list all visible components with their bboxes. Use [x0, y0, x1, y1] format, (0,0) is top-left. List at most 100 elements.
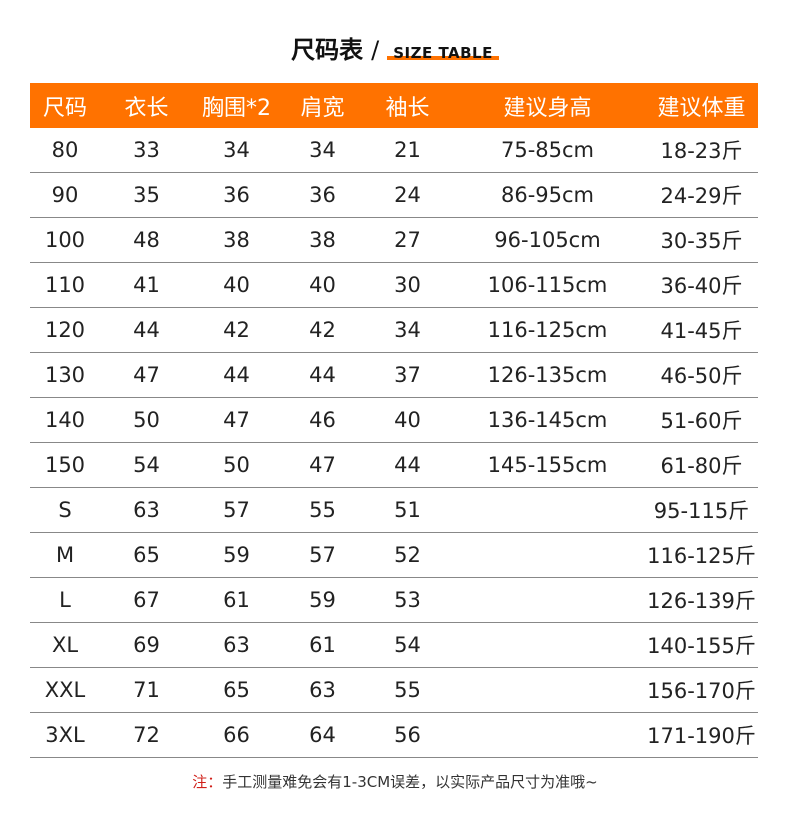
- table-cell: 145-155cm: [450, 442, 645, 488]
- table-row: 90 35 36 36 24 86-95cm 24-29斤: [30, 172, 758, 218]
- table-cell: 3XL: [30, 712, 100, 758]
- table-row: 80 33 34 34 21 75-85cm 18-23斤: [30, 128, 758, 173]
- table-cell: 42: [193, 307, 280, 353]
- table-row: 150 54 50 47 44 145-155cm 61-80斤: [30, 442, 758, 488]
- table-cell: 130: [30, 352, 100, 398]
- table-cell: 52: [365, 532, 450, 578]
- table-cell: 126-139斤: [645, 577, 758, 623]
- table-row: L 67 61 59 53 126-139斤: [30, 577, 758, 623]
- table-cell: [450, 487, 645, 533]
- table-row: 110 41 40 40 30 106-115cm 36-40斤: [30, 262, 758, 308]
- table-cell: 18-23斤: [645, 128, 758, 173]
- table-cell: [450, 712, 645, 758]
- table-cell: 46-50斤: [645, 352, 758, 398]
- table-cell: [450, 667, 645, 713]
- table-row: 130 47 44 44 37 126-135cm 46-50斤: [30, 352, 758, 398]
- table-cell: 36-40斤: [645, 262, 758, 308]
- table-cell: 34: [365, 307, 450, 353]
- table-cell: 51-60斤: [645, 397, 758, 443]
- column-header: 肩宽: [280, 83, 365, 128]
- table-cell: 80: [30, 128, 100, 173]
- table-cell: 116-125斤: [645, 532, 758, 578]
- table-cell: XXL: [30, 667, 100, 713]
- table-cell: [450, 532, 645, 578]
- table-cell: 42: [280, 307, 365, 353]
- table-cell: L: [30, 577, 100, 623]
- table-cell: 51: [365, 487, 450, 533]
- table-cell: 54: [365, 622, 450, 668]
- table-cell: 36: [280, 172, 365, 218]
- table-cell: 63: [193, 622, 280, 668]
- table-cell: 46: [280, 397, 365, 443]
- table-cell: 56: [365, 712, 450, 758]
- table-cell: 63: [280, 667, 365, 713]
- table-cell: 96-105cm: [450, 217, 645, 263]
- table-cell: 37: [365, 352, 450, 398]
- table-cell: 140-155斤: [645, 622, 758, 668]
- table-row: 100 48 38 38 27 96-105cm 30-35斤: [30, 217, 758, 263]
- table-cell: 63: [100, 487, 193, 533]
- table-cell: 44: [280, 352, 365, 398]
- table-cell: 47: [100, 352, 193, 398]
- table-cell: 44: [100, 307, 193, 353]
- table-cell: S: [30, 487, 100, 533]
- table-row: 140 50 47 46 40 136-145cm 51-60斤: [30, 397, 758, 443]
- table-cell: 59: [280, 577, 365, 623]
- table-cell: 90: [30, 172, 100, 218]
- table-row: S 63 57 55 51 95-115斤: [30, 487, 758, 533]
- table-cell: 69: [100, 622, 193, 668]
- table-cell: 41: [100, 262, 193, 308]
- table-cell: 57: [280, 532, 365, 578]
- table-cell: 55: [280, 487, 365, 533]
- table-cell: 50: [193, 442, 280, 488]
- table-cell: 126-135cm: [450, 352, 645, 398]
- column-header: 衣长: [100, 83, 193, 128]
- table-cell: 71: [100, 667, 193, 713]
- table-cell: 38: [193, 217, 280, 263]
- table-cell: 57: [193, 487, 280, 533]
- table-cell: 72: [100, 712, 193, 758]
- page-title: 尺码表 / SIZE TABLE: [0, 30, 790, 65]
- table-cell: 27: [365, 217, 450, 263]
- table-cell: 75-85cm: [450, 128, 645, 173]
- table-cell: 100: [30, 217, 100, 263]
- table-cell: [450, 577, 645, 623]
- note-label: 注：: [192, 773, 223, 791]
- table-row: 120 44 42 42 34 116-125cm 41-45斤: [30, 307, 758, 353]
- table-cell: 54: [100, 442, 193, 488]
- table-cell: 53: [365, 577, 450, 623]
- table-cell: 156-170斤: [645, 667, 758, 713]
- table-cell: 47: [193, 397, 280, 443]
- table-cell: 50: [100, 397, 193, 443]
- table-row: M 65 59 57 52 116-125斤: [30, 532, 758, 578]
- table-cell: 30: [365, 262, 450, 308]
- table-cell: 44: [365, 442, 450, 488]
- table-cell: 116-125cm: [450, 307, 645, 353]
- table-row: XL 69 63 61 54 140-155斤: [30, 622, 758, 668]
- table-cell: 150: [30, 442, 100, 488]
- table-cell: 120: [30, 307, 100, 353]
- table-cell: 44: [193, 352, 280, 398]
- table-cell: 61: [193, 577, 280, 623]
- table-cell: 66: [193, 712, 280, 758]
- title-cn: 尺码表: [291, 36, 364, 64]
- header-row: 尺码 衣长 胸围*2 肩宽 袖长 建议身高 建议体重: [30, 83, 758, 128]
- table-cell: 38: [280, 217, 365, 263]
- table-cell: XL: [30, 622, 100, 668]
- table-cell: 40: [193, 262, 280, 308]
- size-table: 尺码 衣长 胸围*2 肩宽 袖长 建议身高 建议体重 80 33 34 34 21 75-85cm 18…: [30, 83, 758, 758]
- table-cell: 59: [193, 532, 280, 578]
- column-header: 胸围*2: [193, 83, 280, 128]
- title-slash: /: [371, 36, 380, 64]
- table-cell: 64: [280, 712, 365, 758]
- column-header: 袖长: [365, 83, 450, 128]
- table-cell: M: [30, 532, 100, 578]
- table-cell: 47: [280, 442, 365, 488]
- table-cell: 36: [193, 172, 280, 218]
- column-header: 建议体重: [645, 83, 758, 128]
- table-cell: 61: [280, 622, 365, 668]
- table-cell: 61-80斤: [645, 442, 758, 488]
- table-cell: 34: [193, 128, 280, 173]
- table-cell: 40: [280, 262, 365, 308]
- table-cell: 67: [100, 577, 193, 623]
